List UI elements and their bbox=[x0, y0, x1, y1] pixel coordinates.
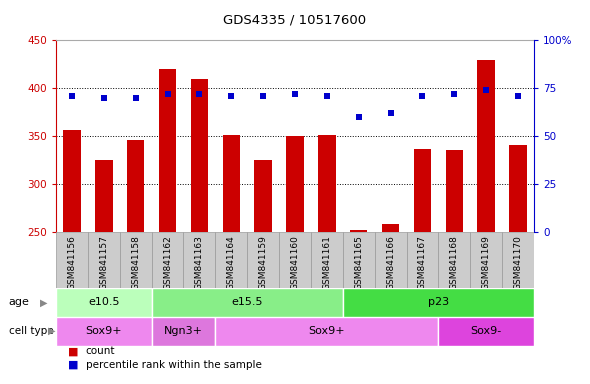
Text: age: age bbox=[9, 297, 30, 308]
Bar bbox=[438, 317, 534, 346]
Bar bbox=[183, 232, 215, 288]
Point bbox=[290, 91, 300, 97]
Bar bbox=[414, 149, 431, 232]
Point bbox=[513, 93, 523, 99]
Bar bbox=[127, 140, 145, 232]
Bar bbox=[56, 317, 152, 346]
Text: e15.5: e15.5 bbox=[231, 297, 263, 308]
Text: ▶: ▶ bbox=[48, 326, 56, 336]
Bar bbox=[311, 232, 343, 288]
Bar bbox=[502, 232, 534, 288]
Text: GSM841164: GSM841164 bbox=[227, 235, 236, 290]
Text: p23: p23 bbox=[428, 297, 449, 308]
Bar bbox=[56, 288, 152, 317]
Bar bbox=[318, 136, 336, 232]
Text: GSM841163: GSM841163 bbox=[195, 235, 204, 290]
Point bbox=[322, 93, 332, 99]
Text: e10.5: e10.5 bbox=[88, 297, 120, 308]
Text: cell type: cell type bbox=[9, 326, 54, 336]
Text: ■: ■ bbox=[68, 360, 78, 370]
Bar bbox=[382, 223, 399, 232]
Text: GSM841160: GSM841160 bbox=[290, 235, 300, 290]
Text: GSM841168: GSM841168 bbox=[450, 235, 459, 290]
Bar bbox=[279, 232, 311, 288]
Bar bbox=[509, 145, 527, 232]
Text: Sox9-: Sox9- bbox=[471, 326, 502, 336]
Bar bbox=[477, 60, 495, 232]
Text: GSM841158: GSM841158 bbox=[131, 235, 140, 290]
Bar bbox=[445, 150, 463, 232]
Text: GSM841157: GSM841157 bbox=[99, 235, 109, 290]
Text: GSM841161: GSM841161 bbox=[322, 235, 332, 290]
Point bbox=[386, 110, 395, 116]
Text: Sox9+: Sox9+ bbox=[86, 326, 122, 336]
Bar bbox=[63, 130, 81, 232]
Text: GSM841162: GSM841162 bbox=[163, 235, 172, 290]
Point bbox=[354, 114, 363, 120]
Bar bbox=[375, 232, 407, 288]
Text: GSM841159: GSM841159 bbox=[258, 235, 268, 290]
Point bbox=[258, 93, 268, 99]
Bar bbox=[254, 161, 272, 232]
Bar bbox=[120, 232, 152, 288]
Bar bbox=[191, 79, 208, 232]
Bar bbox=[95, 161, 113, 232]
Text: GSM841166: GSM841166 bbox=[386, 235, 395, 290]
Text: ■: ■ bbox=[68, 346, 78, 356]
Bar bbox=[470, 232, 502, 288]
Point bbox=[163, 91, 172, 97]
Bar bbox=[152, 288, 343, 317]
Text: count: count bbox=[86, 346, 115, 356]
Point bbox=[450, 91, 459, 97]
Bar bbox=[56, 232, 88, 288]
Bar bbox=[222, 136, 240, 232]
Text: GSM841165: GSM841165 bbox=[354, 235, 363, 290]
Bar bbox=[215, 232, 247, 288]
Bar bbox=[88, 232, 120, 288]
Point bbox=[195, 91, 204, 97]
Bar bbox=[438, 232, 470, 288]
Point bbox=[67, 93, 77, 99]
Bar bbox=[247, 232, 279, 288]
Point bbox=[227, 93, 236, 99]
Text: GSM841167: GSM841167 bbox=[418, 235, 427, 290]
Bar bbox=[152, 317, 215, 346]
Bar bbox=[407, 232, 438, 288]
Point bbox=[131, 95, 140, 101]
Text: percentile rank within the sample: percentile rank within the sample bbox=[86, 360, 261, 370]
Text: GSM841169: GSM841169 bbox=[481, 235, 491, 290]
Bar bbox=[343, 232, 375, 288]
Text: GSM841156: GSM841156 bbox=[67, 235, 77, 290]
Bar bbox=[350, 230, 368, 232]
Text: Sox9+: Sox9+ bbox=[309, 326, 345, 336]
Point bbox=[481, 87, 491, 93]
Point bbox=[418, 93, 427, 99]
Bar bbox=[159, 69, 176, 232]
Text: ▶: ▶ bbox=[40, 297, 48, 308]
Bar bbox=[152, 232, 183, 288]
Point bbox=[99, 95, 109, 101]
Text: GDS4335 / 10517600: GDS4335 / 10517600 bbox=[224, 13, 366, 26]
Text: Ngn3+: Ngn3+ bbox=[164, 326, 203, 336]
Bar bbox=[215, 317, 438, 346]
Bar bbox=[343, 288, 534, 317]
Text: GSM841170: GSM841170 bbox=[513, 235, 523, 290]
Bar bbox=[286, 136, 304, 232]
